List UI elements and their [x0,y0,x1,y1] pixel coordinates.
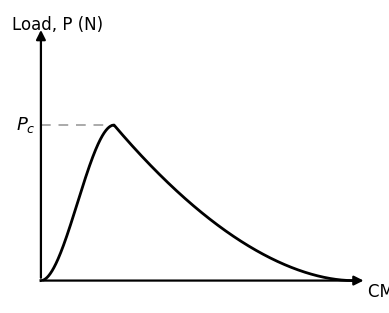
Text: Load, P (N): Load, P (N) [12,16,103,34]
Text: $P_c$: $P_c$ [16,115,35,135]
Text: CMOD (mm): CMOD (mm) [368,284,389,301]
